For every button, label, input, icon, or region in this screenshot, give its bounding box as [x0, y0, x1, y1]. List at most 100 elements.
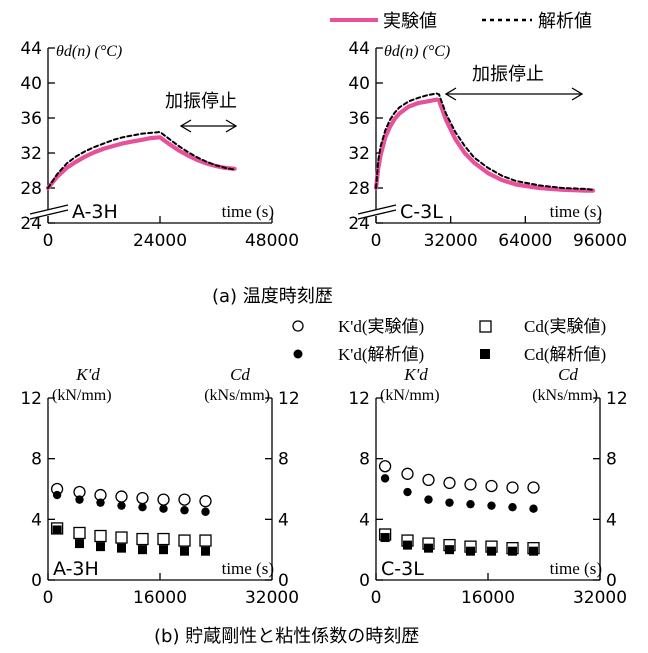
chart-temp_A3H: 24 28 32 36 40 44 0 24000 48000 time (s) A-3H θd(n)…: [20, 39, 299, 251]
y-tick-label: 0: [31, 571, 42, 591]
point-k-ana: [52, 490, 62, 500]
point-k-ana: [96, 498, 105, 507]
y-tick-label-right: 4: [606, 510, 617, 530]
x-tick-label: 32000: [424, 231, 478, 251]
point-c-exp: [136, 532, 149, 546]
chart-temp_C3L: 24 28 32 36 40 44 0 32000 64000 96000 time (s) C-3L…: [348, 39, 627, 251]
point-c-exp: [115, 531, 128, 544]
y-tick-label: 32: [20, 144, 42, 164]
y-tick-label-right: 4: [278, 510, 289, 530]
point-c-ana: [424, 543, 433, 553]
stop-annotation: 加振停止: [165, 91, 237, 112]
point-k-exp: [136, 491, 149, 505]
point-c-exp: [157, 532, 170, 546]
point-k-exp: [506, 481, 519, 494]
point-k-ana: [466, 499, 475, 509]
legend-k-ana-marker: [293, 349, 303, 359]
y-tick-label: 24: [20, 214, 42, 234]
legend-k-exp-label: K'd(実験値): [338, 317, 424, 336]
y-tick-label: 40: [348, 74, 370, 94]
y-axis-unit-left: (kN/mm): [52, 387, 112, 404]
series-analysis-line: [47, 131, 236, 189]
y-axis-unit-right: (kNs/mm): [532, 387, 598, 404]
point-c-ana: [138, 545, 147, 555]
stop-annotation: 加振停止: [472, 64, 544, 85]
point-c-exp: [73, 526, 86, 540]
point-c-ana: [508, 546, 517, 556]
point-c-exp: [94, 529, 107, 543]
y-axis-label-left: K'd: [403, 365, 428, 384]
x-tick-label: 64000: [498, 231, 552, 251]
legend-top: 実験値 解析値: [330, 11, 592, 32]
y-tick-label: 4: [359, 510, 370, 530]
point-k-ana: [487, 501, 496, 510]
x-tick-label: 0: [43, 231, 54, 251]
panel-label: A-3H: [72, 201, 118, 223]
axis-break-mark: [357, 204, 397, 215]
y-axis-unit-left: (kN/mm): [380, 387, 440, 404]
y-axis-label-right: Cd: [230, 365, 250, 384]
x-tick-label: 32000: [573, 588, 627, 608]
y-axis-label-left: K'd: [75, 365, 100, 384]
series-experiment-line: [45, 135, 237, 191]
y-tick-label: 36: [20, 109, 42, 129]
point-k-exp: [443, 476, 456, 490]
point-k-ana: [180, 506, 189, 515]
legend-bottom: K'd(実験値) Cd(実験値) K'd(解析値) Cd(解析値): [292, 317, 606, 364]
y-axis-label: θd(n) (°C): [56, 43, 122, 60]
caption-b: (b) 貯蔵剛性と粘性係数の時刻歴: [154, 626, 419, 647]
y-tick-label: 24: [348, 214, 370, 234]
y-axis-label: θd(n) (°C): [384, 43, 450, 60]
point-c-ana: [117, 543, 126, 553]
y-axis-label-right: Cd: [558, 365, 578, 384]
x-axis-label: time (s): [550, 202, 602, 221]
point-c-ana: [201, 546, 210, 556]
point-k-ana: [138, 503, 147, 512]
point-k-ana: [529, 504, 538, 513]
point-k-exp: [199, 494, 212, 508]
point-c-ana: [180, 546, 189, 556]
axis-break-mark: [357, 209, 397, 220]
y-tick-label: 32: [348, 144, 370, 164]
y-axis-unit-right: (kNs/mm): [204, 387, 270, 404]
y-tick-label-right: 12: [278, 389, 300, 409]
stop-arrow-head-left: [179, 119, 192, 133]
legend-k-exp-marker: [292, 320, 304, 332]
point-c-ana: [380, 533, 390, 543]
point-k-exp: [422, 473, 435, 487]
point-c-exp: [199, 534, 212, 547]
x-axis-label: time (s): [222, 559, 274, 578]
stop-arrow-head-right: [225, 119, 238, 133]
point-c-ana: [529, 546, 538, 556]
axis-break-mark: [29, 209, 69, 220]
series-experiment-line: [373, 97, 596, 193]
x-tick-label: 48000: [245, 231, 299, 251]
y-tick-label: 12: [348, 389, 370, 409]
point-k-ana: [380, 474, 390, 483]
axis-break-mark: [29, 204, 69, 215]
point-k-ana: [117, 501, 126, 510]
y-tick-label: 44: [348, 39, 370, 59]
point-c-ana: [466, 546, 475, 556]
y-tick-label: 0: [359, 571, 370, 591]
point-k-exp: [157, 493, 170, 506]
point-k-exp: [485, 479, 498, 493]
legend-c-ana-label: Cd(解析値): [524, 345, 606, 364]
y-tick-label-right: 0: [278, 571, 289, 591]
series-analysis-line: [375, 92, 594, 191]
point-c-ana: [52, 525, 62, 535]
y-tick-label: 36: [348, 109, 370, 129]
panel-label: C-3L: [400, 201, 443, 223]
legend-c-ana-marker: [480, 349, 490, 359]
point-k-exp: [178, 493, 191, 506]
y-tick-label-right: 8: [606, 450, 617, 470]
point-k-ana: [201, 507, 210, 516]
panel-label: A-3H: [53, 558, 99, 580]
y-tick-label: 4: [31, 510, 42, 530]
legend-ana-label: 解析値: [538, 11, 592, 32]
point-c-ana: [75, 539, 84, 549]
x-tick-label: 96000: [573, 231, 627, 251]
